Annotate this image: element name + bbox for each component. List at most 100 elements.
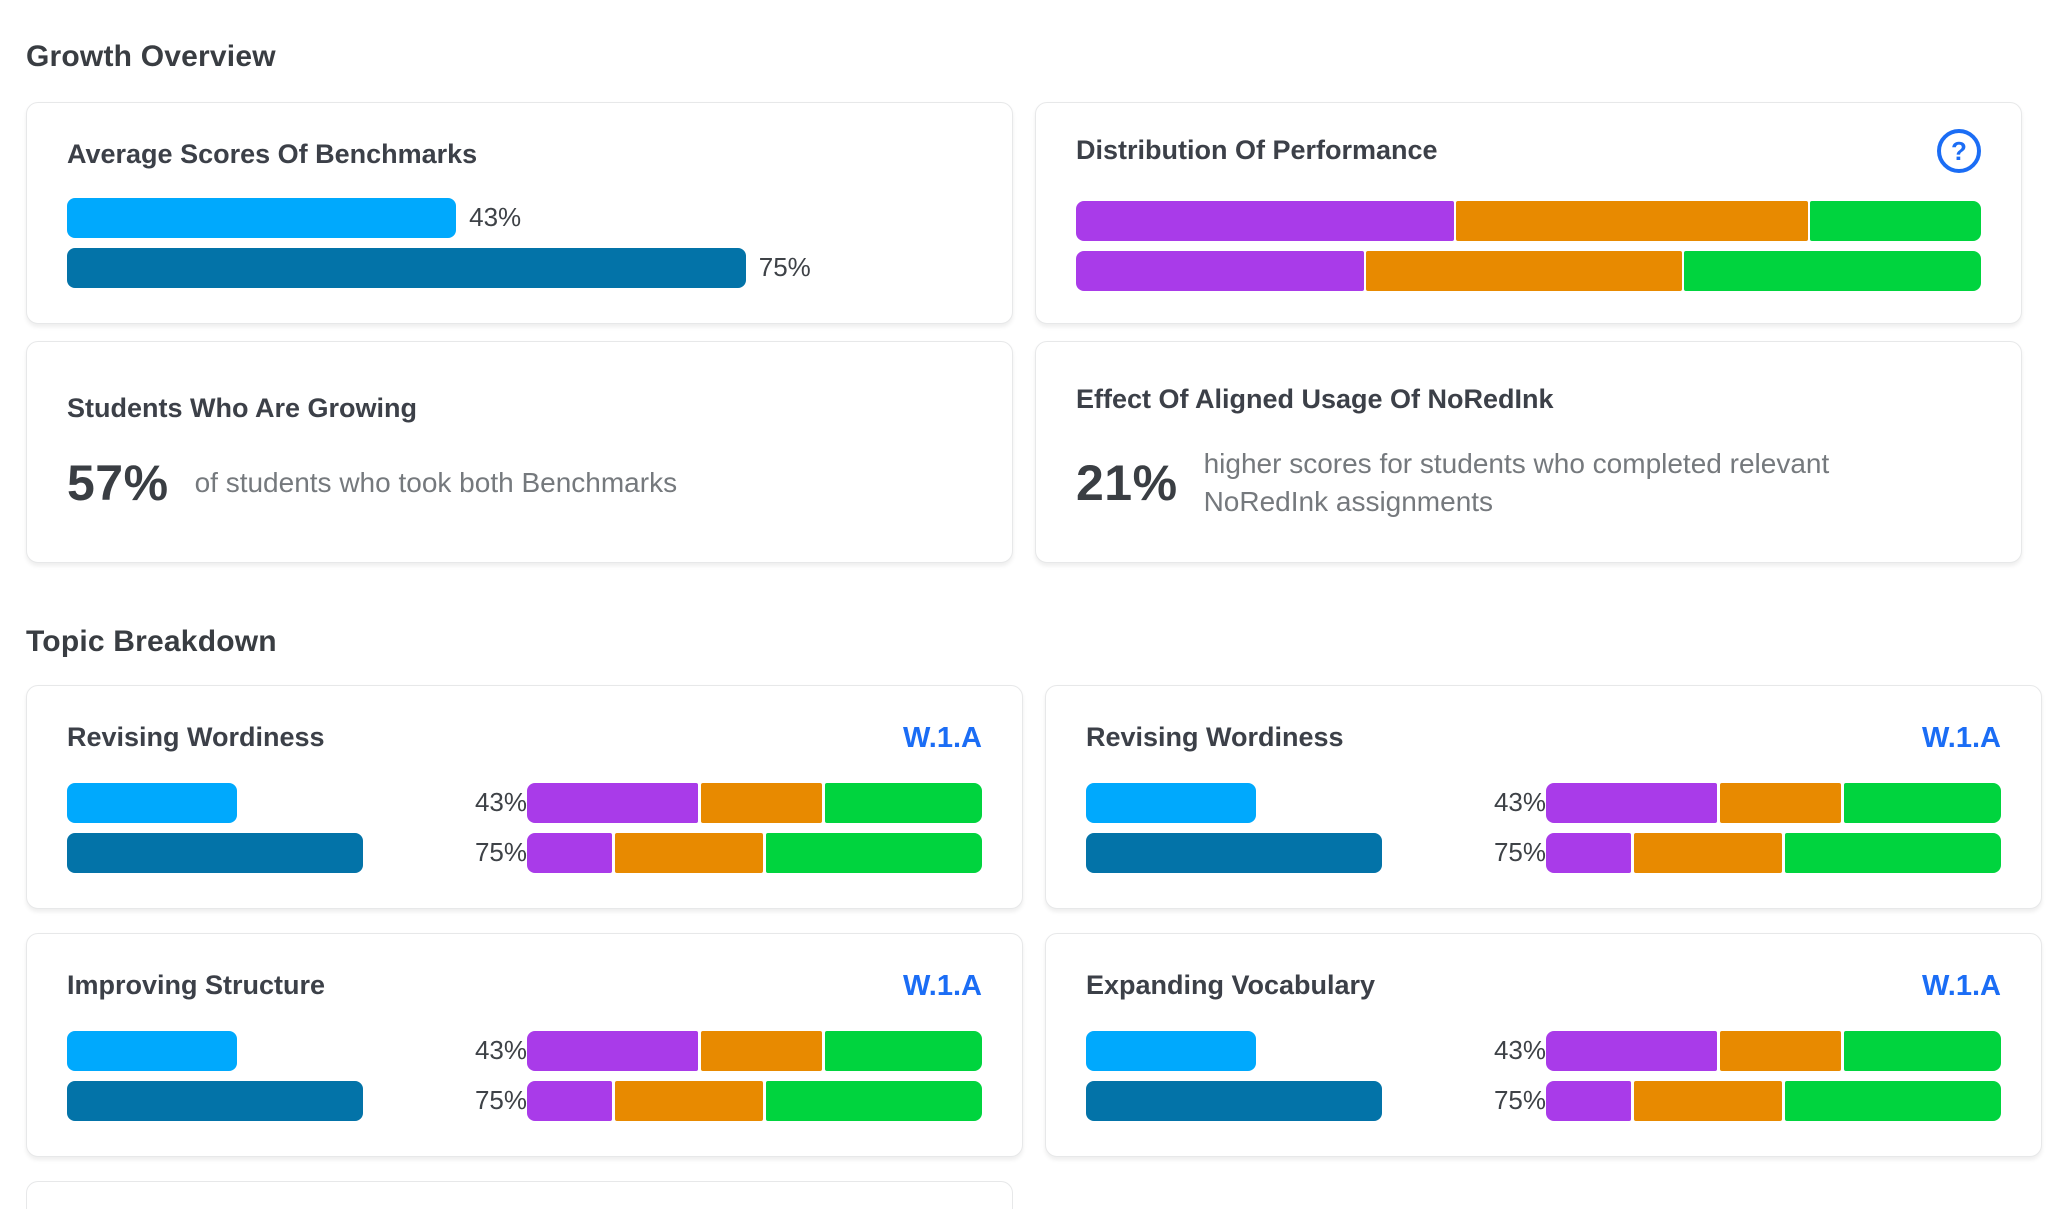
topic-bar-row: 75% <box>67 1080 982 1121</box>
topic-card-improving-structure: Improving Structure W.1.A 43% <box>26 933 1023 1157</box>
topic-bar-row: 43% <box>67 782 983 823</box>
stat-description: of students who took both Benchmarks <box>194 466 678 498</box>
distribution-segment-purple <box>1076 251 1365 291</box>
standard-link[interactable]: W.1.A <box>1922 721 2001 754</box>
benchmark-track <box>1086 782 1481 823</box>
performance-stack-row <box>1076 251 1981 291</box>
distribution-segment-purple <box>527 782 698 823</box>
card-title: Expanding Vocabulary <box>1086 969 1376 1000</box>
card-header: Revising Wordiness W.1.A <box>67 722 982 755</box>
bar-value-label: 43% <box>474 787 527 817</box>
benchmark-cell: 43% <box>67 1030 527 1071</box>
benchmark-2-bar <box>1086 1080 1383 1121</box>
topic-bar-row: 43% <box>1086 782 2002 823</box>
distribution-segment-purple <box>527 832 613 873</box>
topic-bar-row: 75% <box>1086 832 2001 873</box>
growth-overview-grid: Average Scores Of Benchmarks 43% 75% Dis… <box>26 102 2022 563</box>
performance-stack-row <box>1546 782 2002 823</box>
benchmark-cell: 43% <box>67 782 527 823</box>
topic-bar-row: 43% <box>67 1030 983 1071</box>
card-title: Revising Wordiness <box>67 721 325 752</box>
students-growing-card: Students Who Are Growing 57% of students… <box>26 341 1013 563</box>
performance-stack-row <box>527 782 983 823</box>
distribution-segment-green <box>824 1030 983 1071</box>
standard-link[interactable]: W.1.A <box>1922 969 2001 1002</box>
card-title: Effect Of Aligned Usage Of NoRedInk <box>1076 383 1554 414</box>
bar-value-label: 75% <box>474 837 527 867</box>
benchmark-track <box>1086 1080 1481 1121</box>
card-title: Distribution Of Performance <box>1076 135 1438 165</box>
topic-card-expanding-vocabulary: Expanding Vocabulary W.1.A 43% <box>1045 933 2042 1157</box>
benchmark-2-bar <box>67 1080 364 1121</box>
stat-description: higher scores for students who completed… <box>1203 447 1830 517</box>
benchmark-1-bar <box>1086 1030 1256 1071</box>
card-header: Revising Wordiness W.1.A <box>1086 722 2001 755</box>
card-title: Improving Structure <box>67 969 326 1000</box>
performance-stack-row <box>1546 832 2001 873</box>
performance-stack-row <box>1546 1080 2001 1121</box>
benchmark-track <box>67 782 462 823</box>
card-header: Distribution Of Performance ? <box>1076 129 1981 173</box>
distribution-segment-orange <box>1719 782 1841 823</box>
bar-value-label: 43% <box>469 202 522 232</box>
benchmark-bar-row: 43% <box>67 197 972 238</box>
benchmark-2-bar <box>1086 832 1383 873</box>
benchmark-2-bar <box>67 832 364 873</box>
benchmark-1-bar <box>67 782 237 823</box>
distribution-segment-green <box>1843 782 2002 823</box>
bar-value-label: 75% <box>474 1085 527 1115</box>
distribution-segment-green <box>1843 1030 2002 1071</box>
topic-bar-row: 75% <box>67 832 982 873</box>
bar-value-label: 43% <box>1493 787 1546 817</box>
benchmark-bar-row: 75% <box>67 247 972 288</box>
topic-bar-row: 75% <box>1086 1080 2001 1121</box>
performance-stack-row <box>1546 1030 2002 1071</box>
card-header: Expanding Vocabulary W.1.A <box>1086 970 2001 1003</box>
benchmark-1-bar <box>1086 782 1256 823</box>
stat-row: 21% higher scores for students who compl… <box>1076 445 1981 521</box>
distribution-segment-green <box>766 832 982 873</box>
section-heading-topic-breakdown: Topic Breakdown <box>26 625 277 658</box>
average-scores-card: Average Scores Of Benchmarks 43% 75% <box>26 102 1013 324</box>
standard-link[interactable]: W.1.A <box>903 969 982 1002</box>
benchmark-track <box>1086 832 1481 873</box>
benchmark-1-bar <box>67 197 457 238</box>
benchmark-cell: 43% <box>1086 1030 1546 1071</box>
benchmark-track <box>1086 1030 1481 1071</box>
distribution-segment-green <box>1785 832 2001 873</box>
benchmark-cell: 75% <box>1086 832 1546 873</box>
performance-stack-row <box>527 1080 982 1121</box>
bar-value-label: 43% <box>474 1035 527 1065</box>
aligned-usage-card: Effect Of Aligned Usage Of NoRedInk 21% … <box>1035 341 2022 563</box>
question-mark-icon[interactable]: ? <box>1937 129 1981 173</box>
distribution-segment-orange <box>1719 1030 1841 1071</box>
distribution-segment-purple <box>1076 201 1455 241</box>
partial-next-card <box>26 1181 1013 1209</box>
distribution-segment-green <box>1785 1080 2001 1121</box>
benchmark-cell: 75% <box>67 832 527 873</box>
distribution-segment-orange <box>700 1030 822 1071</box>
stat-value: 57% <box>67 454 169 511</box>
distribution-segment-green <box>766 1080 982 1121</box>
distribution-segment-purple <box>527 1080 613 1121</box>
card-header: Improving Structure W.1.A <box>67 970 982 1003</box>
benchmark-track <box>67 832 462 873</box>
benchmark-cell: 75% <box>67 1080 527 1121</box>
benchmark-track <box>67 1030 462 1071</box>
standard-link[interactable]: W.1.A <box>903 721 982 754</box>
benchmark-cell: 43% <box>1086 782 1546 823</box>
topic-breakdown-grid: Revising Wordiness W.1.A 43% <box>26 685 2042 1157</box>
distribution-segment-orange <box>1456 201 1808 241</box>
stat-value: 21% <box>1076 454 1178 511</box>
performance-stack-row <box>1076 201 1981 241</box>
distribution-performance-card: Distribution Of Performance ? <box>1035 102 2022 324</box>
performance-stack-row <box>527 1030 983 1071</box>
card-title: Students Who Are Growing <box>67 392 417 423</box>
card-title: Revising Wordiness <box>1086 721 1344 752</box>
benchmark-cell: 75% <box>1086 1080 1546 1121</box>
bar-value-label: 43% <box>1493 1035 1546 1065</box>
distribution-segment-purple <box>527 1030 698 1071</box>
card-title: Average Scores Of Benchmarks <box>67 138 478 169</box>
distribution-segment-orange <box>615 1080 764 1121</box>
